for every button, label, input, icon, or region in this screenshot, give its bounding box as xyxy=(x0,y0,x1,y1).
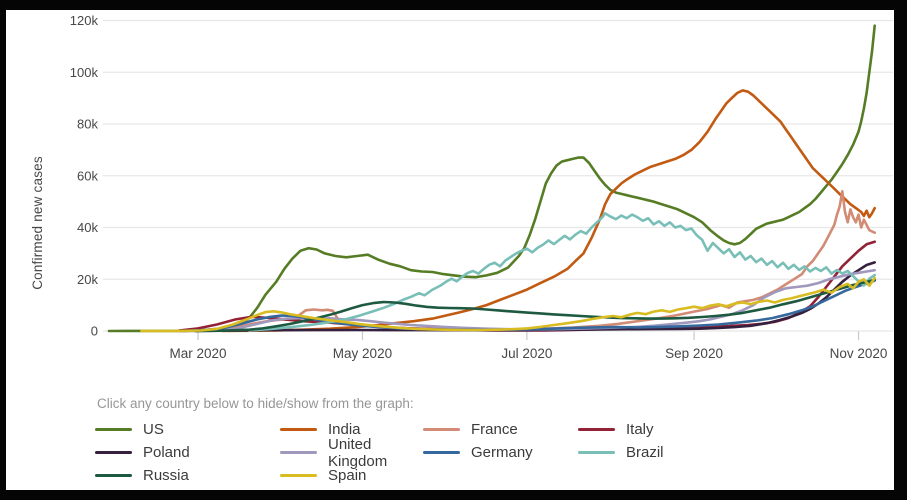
series-line-india xyxy=(221,89,877,333)
legend-item-italy[interactable]: Italy xyxy=(578,421,798,438)
legend-label-france: France xyxy=(471,421,518,438)
legend-label-spain: Spain xyxy=(328,467,367,484)
legend-item-united-kingdom[interactable]: United Kingdom xyxy=(280,436,423,470)
x-tick-label: Mar 2020 xyxy=(169,346,226,361)
legend-label-poland: Poland xyxy=(143,444,190,461)
legend: US India France Italy Poland United Kingdom Ge… xyxy=(95,418,798,487)
legend-label-united-kingdom: United Kingdom xyxy=(328,435,388,470)
y-tick-label: 40k xyxy=(77,220,98,235)
chart-svg: 0 20k 40k 60k 80k 100k 120k Mar 2020 May 2020 Jul… xyxy=(70,13,893,361)
series-line-spain xyxy=(140,276,877,333)
y-axis-title-text: Confirmed new cases xyxy=(30,156,45,290)
series-line-france xyxy=(180,190,877,333)
y-tick-label: 120k xyxy=(70,13,99,28)
legend-item-poland[interactable]: Poland xyxy=(95,444,280,461)
x-tick-label: Nov 2020 xyxy=(830,346,888,361)
x-tick-label: Jul 2020 xyxy=(501,346,552,361)
legend-swatch-india xyxy=(280,428,317,431)
legend-swatch-russia xyxy=(95,474,132,477)
legend-label-italy: Italy xyxy=(626,421,654,438)
legend-item-india[interactable]: India xyxy=(280,421,423,438)
legend-note: Click any country below to hide/show fro… xyxy=(97,396,414,411)
legend-item-spain[interactable]: Spain xyxy=(280,467,423,484)
legend-item-brazil[interactable]: Brazil xyxy=(578,444,798,461)
legend-label-brazil: Brazil xyxy=(626,444,664,461)
series-line-germany xyxy=(180,279,877,333)
legend-swatch-spain xyxy=(280,474,317,477)
legend-swatch-france xyxy=(423,428,460,431)
legend-item-us[interactable]: US xyxy=(95,421,280,438)
legend-swatch-italy xyxy=(578,428,615,431)
y-tick-label: 0 xyxy=(91,324,98,339)
y-tick-label: 60k xyxy=(77,168,98,183)
legend-swatch-germany xyxy=(423,451,460,454)
legend-label-russia: Russia xyxy=(143,467,189,484)
x-tick-label: Sep 2020 xyxy=(665,346,723,361)
legend-item-russia[interactable]: Russia xyxy=(95,467,280,484)
y-tick-label: 100k xyxy=(70,65,99,80)
y-tick-label: 20k xyxy=(77,272,98,287)
y-axis-title: Confirmed new cases xyxy=(20,65,45,290)
x-tick-label: May 2020 xyxy=(333,346,392,361)
series-line-brazil xyxy=(247,212,877,332)
legend-swatch-united-kingdom xyxy=(280,451,317,454)
legend-swatch-brazil xyxy=(578,451,615,454)
legend-label-us: US xyxy=(143,421,164,438)
legend-label-india: India xyxy=(328,421,361,438)
legend-label-germany: Germany xyxy=(471,444,533,461)
legend-swatch-poland xyxy=(95,451,132,454)
page-panel: 0 20k 40k 60k 80k 100k 120k Mar 2020 May 2020 Jul… xyxy=(6,10,894,490)
y-tick-label: 80k xyxy=(77,117,98,132)
series-line-us xyxy=(107,24,877,333)
legend-swatch-us xyxy=(95,428,132,431)
legend-item-france[interactable]: France xyxy=(423,421,578,438)
series-line-russia xyxy=(194,278,877,333)
legend-item-germany[interactable]: Germany xyxy=(423,444,578,461)
line-chart: 0 20k 40k 60k 80k 100k 120k Mar 2020 May 2020 Jul… xyxy=(6,10,894,382)
